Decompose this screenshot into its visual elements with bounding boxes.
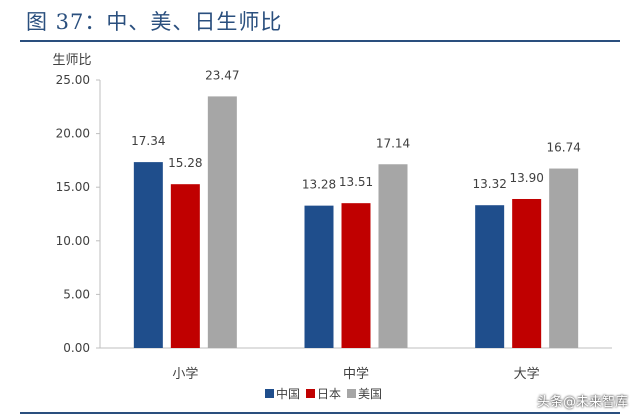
y-tick-label: 5.00 bbox=[63, 287, 90, 301]
bar-china bbox=[475, 205, 505, 348]
legend-label-china: 中国 bbox=[276, 387, 301, 401]
watermark: 头条@未来智库 bbox=[536, 395, 628, 410]
legend-label-usa: 美国 bbox=[358, 387, 383, 401]
legend-swatch-china bbox=[265, 389, 274, 398]
legend-label-japan: 日本 bbox=[317, 387, 342, 401]
data-label: 23.47 bbox=[205, 68, 239, 82]
legend-swatch-japan bbox=[306, 389, 316, 398]
legend-item-china: 中国 bbox=[265, 385, 300, 402]
y-tick-label: 20.00 bbox=[56, 127, 90, 141]
y-tick-label: 15.00 bbox=[56, 180, 90, 194]
data-label: 17.34 bbox=[131, 134, 165, 148]
bar-usa bbox=[378, 164, 408, 348]
data-label: 17.14 bbox=[376, 136, 410, 150]
bar-japan bbox=[170, 184, 200, 348]
bar-usa bbox=[549, 168, 579, 348]
x-category-label: 大学 bbox=[514, 366, 540, 382]
data-label: 15.28 bbox=[168, 156, 202, 170]
y-tick-label: 10.00 bbox=[56, 234, 90, 248]
data-label: 13.28 bbox=[302, 178, 336, 192]
title-rule bbox=[20, 40, 620, 42]
data-label: 13.32 bbox=[472, 177, 506, 191]
figure-title: 图 37：中、美、日生师比 bbox=[26, 10, 283, 34]
data-label: 16.74 bbox=[546, 141, 580, 155]
bottom-rule bbox=[20, 412, 620, 414]
y-tick-label: 25.00 bbox=[56, 73, 90, 87]
legend-swatch-usa bbox=[347, 389, 357, 398]
data-label: 13.90 bbox=[509, 171, 543, 185]
y-axis-label: 生师比 bbox=[52, 53, 91, 68]
bar-china bbox=[133, 162, 163, 348]
x-category-label: 小学 bbox=[172, 366, 198, 382]
bar-china bbox=[304, 205, 334, 348]
bar-japan bbox=[512, 198, 542, 348]
y-tick-label: 0.00 bbox=[63, 341, 90, 355]
bar-usa bbox=[207, 96, 237, 348]
x-category-label: 中学 bbox=[343, 366, 369, 382]
legend: 中国 日本 美国 bbox=[265, 385, 382, 402]
data-label: 13.51 bbox=[339, 175, 373, 189]
legend-item-japan: 日本 bbox=[306, 385, 341, 402]
legend-item-usa: 美国 bbox=[347, 385, 382, 402]
bar-japan bbox=[341, 203, 371, 348]
